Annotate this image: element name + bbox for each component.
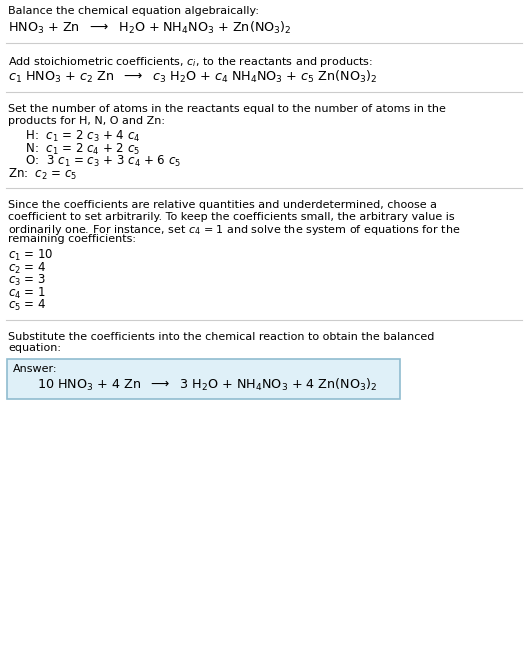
Text: Balance the chemical equation algebraically:: Balance the chemical equation algebraica… (8, 6, 259, 16)
Text: Set the number of atoms in the reactants equal to the number of atoms in the: Set the number of atoms in the reactants… (8, 104, 446, 114)
Text: coefficient to set arbitrarily. To keep the coefficients small, the arbitrary va: coefficient to set arbitrarily. To keep … (8, 212, 454, 221)
Text: products for H, N, O and Zn:: products for H, N, O and Zn: (8, 116, 165, 126)
Text: Substitute the coefficients into the chemical reaction to obtain the balanced: Substitute the coefficients into the che… (8, 331, 434, 342)
Text: HNO$_3$ + Zn  $\longrightarrow$  H$_2$O + NH$_4$NO$_3$ + Zn(NO$_3$)$_2$: HNO$_3$ + Zn $\longrightarrow$ H$_2$O + … (8, 19, 291, 36)
Text: $c_5$ = 4: $c_5$ = 4 (8, 298, 46, 313)
Text: Answer:: Answer: (13, 364, 58, 373)
Text: 10 HNO$_3$ + 4 Zn  $\longrightarrow$  3 H$_2$O + NH$_4$NO$_3$ + 4 Zn(NO$_3$)$_2$: 10 HNO$_3$ + 4 Zn $\longrightarrow$ 3 H$… (37, 377, 377, 393)
Text: Add stoichiometric coefficients, $c_i$, to the reactants and products:: Add stoichiometric coefficients, $c_i$, … (8, 55, 373, 69)
Text: Zn:  $c_2$ = $c_5$: Zn: $c_2$ = $c_5$ (8, 166, 77, 182)
Text: equation:: equation: (8, 343, 61, 353)
Text: Since the coefficients are relative quantities and underdetermined, choose a: Since the coefficients are relative quan… (8, 200, 437, 210)
Text: O:  3 $c_1$ = $c_3$ + 3 $c_4$ + 6 $c_5$: O: 3 $c_1$ = $c_3$ + 3 $c_4$ + 6 $c_5$ (22, 154, 181, 169)
Text: $c_2$ = 4: $c_2$ = 4 (8, 261, 46, 276)
Text: $c_1$ = 10: $c_1$ = 10 (8, 248, 53, 263)
Text: $c_1$ HNO$_3$ + $c_2$ Zn  $\longrightarrow$  $c_3$ H$_2$O + $c_4$ NH$_4$NO$_3$ +: $c_1$ HNO$_3$ + $c_2$ Zn $\longrightarro… (8, 69, 377, 85)
FancyBboxPatch shape (7, 358, 400, 399)
Text: H:  $c_1$ = 2 $c_3$ + 4 $c_4$: H: $c_1$ = 2 $c_3$ + 4 $c_4$ (22, 129, 140, 144)
Text: $c_3$ = 3: $c_3$ = 3 (8, 273, 46, 288)
Text: ordinarily one. For instance, set $c_4$ = 1 and solve the system of equations fo: ordinarily one. For instance, set $c_4$ … (8, 223, 460, 237)
Text: N:  $c_1$ = 2 $c_4$ + 2 $c_5$: N: $c_1$ = 2 $c_4$ + 2 $c_5$ (22, 142, 140, 157)
Text: $c_4$ = 1: $c_4$ = 1 (8, 285, 45, 301)
Text: remaining coefficients:: remaining coefficients: (8, 234, 136, 245)
